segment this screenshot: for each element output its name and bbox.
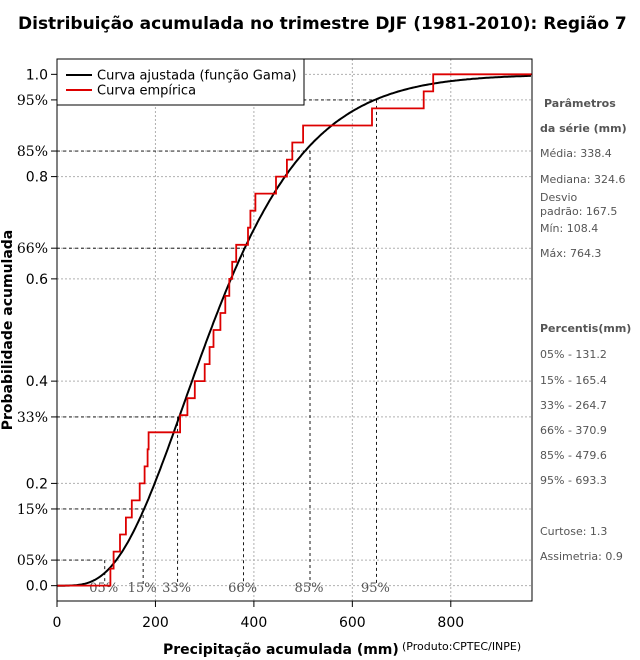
percentile-guide-label: 66% xyxy=(228,581,257,596)
legend-box xyxy=(56,58,305,106)
y-tick-label: 0.6 xyxy=(26,272,48,288)
percentile-guide-label: 15% xyxy=(128,581,157,596)
params-title-line1: Parâmetros xyxy=(544,97,616,110)
stat-max: Máx: 764.3 xyxy=(540,247,602,260)
legend-label: Curva empírica xyxy=(97,84,196,99)
percentis-title: Percentis(mm) xyxy=(540,322,632,335)
y-tick-label: 1.0 xyxy=(26,67,48,83)
stat-desvio-line1: Desvio xyxy=(540,191,578,204)
stat-desvio-line2: padrão: 167.5 xyxy=(540,205,618,218)
x-tick-label: 800 xyxy=(437,615,464,631)
stat-media: Média: 338.4 xyxy=(540,147,612,160)
legend-label: Curva ajustada (função Gama) xyxy=(97,69,297,84)
empirical-step-curve xyxy=(57,73,532,587)
percentile-guide-label: 33% xyxy=(162,581,191,596)
y-tick-label: 33% xyxy=(17,410,48,426)
x-tick-label: 600 xyxy=(339,615,366,631)
percentile-guide-label: 85% xyxy=(295,581,324,596)
x-tick-label: 200 xyxy=(142,615,169,631)
params-title-line2: da série (mm) xyxy=(540,122,627,135)
legend: Curva ajustada (função Gama)Curva empíri… xyxy=(56,58,305,106)
percentil-66: 66% - 370.9 xyxy=(540,424,607,437)
fitted-gamma-curve xyxy=(57,74,532,587)
percentile-guide-label: 95% xyxy=(361,581,390,596)
stat-min: Mín: 108.4 xyxy=(540,222,599,235)
y-tick-label: 05% xyxy=(17,553,48,569)
stat-curtose: Curtose: 1.3 xyxy=(540,525,608,538)
x-tick-label: 0 xyxy=(53,615,62,631)
percentil-33: 33% - 264.7 xyxy=(540,399,607,412)
y-tick-label: 85% xyxy=(17,144,48,160)
stat-assimetria: Assimetria: 0.9 xyxy=(540,550,623,563)
y-tick-label: 66% xyxy=(17,241,48,257)
y-tick-label: 15% xyxy=(17,502,48,518)
y-tick-label: 0.4 xyxy=(26,374,48,390)
y-axis-label: Probabilidade acumulada xyxy=(0,229,16,431)
x-tick-label: 400 xyxy=(241,615,268,631)
percentil-15: 15% - 165.4 xyxy=(540,374,607,387)
chart-title: Distribuição acumulada no trimestre DJF … xyxy=(18,14,627,34)
percentile-guide-label: 05% xyxy=(89,581,118,596)
stat-mediana: Mediana: 324.6 xyxy=(540,173,626,186)
percentil-05: 05% - 131.2 xyxy=(540,348,607,361)
y-tick-label: 0.8 xyxy=(26,170,48,186)
credit-note: (Produto:CPTEC/INPE) xyxy=(402,640,522,653)
x-axis-label: Precipitação acumulada (mm) xyxy=(163,642,399,658)
y-tick-label: 0.0 xyxy=(26,579,48,595)
percentil-85: 85% - 479.6 xyxy=(540,449,607,462)
y-tick-label: 95% xyxy=(17,93,48,109)
plot-frame xyxy=(56,58,533,602)
percentil-95: 95% - 693.3 xyxy=(540,474,607,487)
y-tick-label: 0.2 xyxy=(26,476,48,492)
